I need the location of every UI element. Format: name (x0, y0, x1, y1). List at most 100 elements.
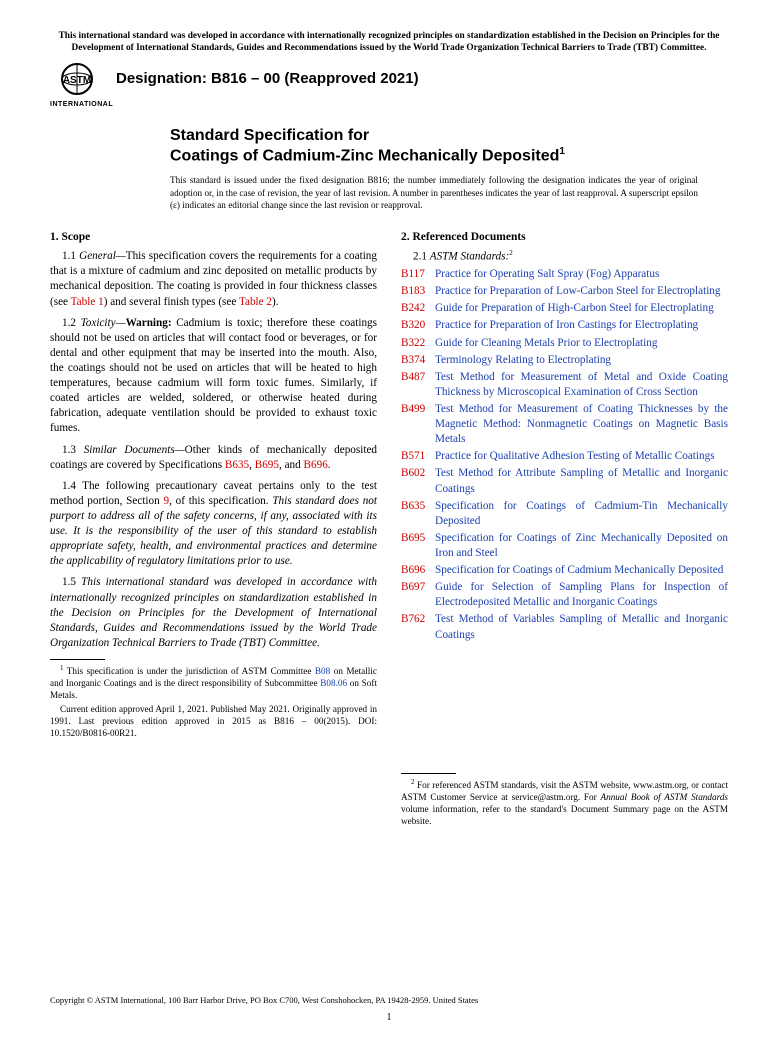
reference-code: B602 (401, 466, 435, 496)
para-1-4: 1.4 The following precautionary caveat p… (50, 479, 377, 570)
reference-code: B696 (401, 563, 435, 578)
p13-label: Similar Documents— (84, 444, 185, 456)
reference-title: Test Method for Measurement of Metal and… (435, 370, 728, 400)
reference-item[interactable]: B696Specification for Coatings of Cadmiu… (401, 563, 728, 578)
p11-b: ) and several finish types (see (104, 296, 239, 308)
reference-title: Test Method for Attribute Sampling of Me… (435, 466, 728, 496)
fn2-book: Annual Book of ASTM Standards (601, 792, 729, 802)
issuance-note: This standard is issued under the fixed … (170, 174, 728, 211)
fn1-p2: Current edition approved April 1, 2021. … (50, 704, 377, 740)
p11-c: ). (272, 296, 279, 308)
body-columns: 1. Scope 1.1 General—This specification … (50, 230, 728, 830)
reference-title: Terminology Relating to Electroplating (435, 353, 728, 368)
reference-code: B487 (401, 370, 435, 400)
table1-ref[interactable]: Table 1 (71, 296, 104, 308)
reference-code: B183 (401, 284, 435, 299)
p13-num: 1.3 (62, 444, 84, 456)
reference-item[interactable]: B695Specification for Coatings of Zinc M… (401, 531, 728, 561)
reference-item[interactable]: B499Test Method for Measurement of Coati… (401, 402, 728, 447)
reference-item[interactable]: B183Practice for Preparation of Low-Carb… (401, 284, 728, 299)
footnote-1: 1 This specification is under the jurisd… (50, 664, 377, 740)
scope-heading: 1. Scope (50, 230, 377, 246)
reference-code: B695 (401, 531, 435, 561)
para-2-1: 2.1 ASTM Standards:2 (401, 249, 728, 265)
footnote-rule-left (50, 659, 105, 660)
p21-num: 2.1 (413, 251, 430, 263)
right-column: 2. Referenced Documents 2.1 ASTM Standar… (401, 230, 728, 830)
reference-title: Guide for Cleaning Metals Prior to Elect… (435, 336, 728, 351)
fn1-a: This specification is under the jurisdic… (64, 666, 315, 676)
fn1-b0806[interactable]: B08.06 (320, 678, 347, 688)
reference-code: B571 (401, 449, 435, 464)
reference-title: Practice for Qualitative Adhesion Testin… (435, 449, 728, 464)
reference-title: Test Method of Variables Sampling of Met… (435, 612, 728, 642)
reference-item[interactable]: B602Test Method for Attribute Sampling o… (401, 466, 728, 496)
p12-label: Toxicity— (81, 317, 126, 329)
reference-title: Practice for Preparation of Low-Carbon S… (435, 284, 728, 299)
fn1-b08[interactable]: B08 (315, 666, 330, 676)
reference-title: Practice for Operating Salt Spray (Fog) … (435, 267, 728, 282)
left-column: 1. Scope 1.1 General—This specification … (50, 230, 377, 830)
logo-text: INTERNATIONAL (50, 101, 104, 108)
footnote-2: 2 For referenced ASTM standards, visit t… (401, 778, 728, 828)
reference-item[interactable]: B117Practice for Operating Salt Spray (F… (401, 267, 728, 282)
reference-code: B117 (401, 267, 435, 282)
table2-ref[interactable]: Table 2 (239, 296, 272, 308)
header-row: ASTM INTERNATIONAL Designation: B816 – 0… (50, 62, 728, 108)
page: This international standard was develope… (0, 0, 778, 1041)
reference-title: Test Method for Measurement of Coating T… (435, 402, 728, 447)
reference-item[interactable]: B762Test Method of Variables Sampling of… (401, 612, 728, 642)
reference-code: B697 (401, 580, 435, 610)
ref-b695[interactable]: B695 (255, 459, 279, 471)
para-1-2: 1.2 Toxicity—Warning: Cadmium is toxic; … (50, 316, 377, 437)
title-footnote-marker: 1 (559, 146, 565, 157)
title-block: Standard Specification for Coatings of C… (170, 126, 728, 166)
reference-code: B762 (401, 612, 435, 642)
reference-title: Practice for Preparation of Iron Casting… (435, 318, 728, 333)
designation: Designation: B816 – 00 (Reapproved 2021) (116, 70, 419, 87)
ref-b635[interactable]: B635 (225, 459, 249, 471)
title-kicker: Standard Specification for (170, 126, 728, 146)
p15-num: 1.5 (62, 576, 81, 588)
reference-code: B242 (401, 301, 435, 316)
references-list: B117Practice for Operating Salt Spray (F… (401, 267, 728, 643)
title-main: Coatings of Cadmium-Zinc Mechanically De… (170, 146, 728, 166)
reference-title: Guide for Preparation of High-Carbon Ste… (435, 301, 728, 316)
ref-b696[interactable]: B696 (304, 459, 328, 471)
para-1-3: 1.3 Similar Documents—Other kinds of mec… (50, 443, 377, 473)
reference-item[interactable]: B487Test Method for Measurement of Metal… (401, 370, 728, 400)
para-1-1: 1.1 General—This specification covers th… (50, 249, 377, 309)
reference-code: B374 (401, 353, 435, 368)
reference-item[interactable]: B635Specification for Coatings of Cadmiu… (401, 499, 728, 529)
reference-code: B322 (401, 336, 435, 351)
p14-b: , of this specification. (169, 495, 272, 507)
reference-title: Guide for Selection of Sampling Plans fo… (435, 580, 728, 610)
p21-sup: 2 (509, 249, 513, 257)
fn2-b: volume information, refer to the standar… (401, 804, 728, 826)
p15-text: This international standard was develope… (50, 576, 377, 648)
p14-num: 1.4 (62, 480, 82, 492)
p12-body: Cadmium is toxic; therefore these coatin… (50, 317, 377, 435)
refdocs-heading: 2. Referenced Documents (401, 230, 728, 246)
reference-item[interactable]: B697Guide for Selection of Sampling Plan… (401, 580, 728, 610)
p13-s2: , and (279, 459, 304, 471)
reference-item[interactable]: B242Guide for Preparation of High-Carbon… (401, 301, 728, 316)
p11-label: General— (79, 250, 126, 262)
reference-code: B320 (401, 318, 435, 333)
title-text: Coatings of Cadmium-Zinc Mechanically De… (170, 147, 559, 164)
p21-label: ASTM Standards: (430, 251, 509, 263)
reference-item[interactable]: B322Guide for Cleaning Metals Prior to E… (401, 336, 728, 351)
reference-title: Specification for Coatings of Cadmium Me… (435, 563, 728, 578)
reference-code: B635 (401, 499, 435, 529)
reference-item[interactable]: B571Practice for Qualitative Adhesion Te… (401, 449, 728, 464)
top-notice: This international standard was develope… (50, 30, 728, 54)
reference-code: B499 (401, 402, 435, 447)
p12-warning: Warning: (126, 317, 172, 329)
reference-item[interactable]: B374Terminology Relating to Electroplati… (401, 353, 728, 368)
reference-title: Specification for Coatings of Cadmium-Ti… (435, 499, 728, 529)
reference-item[interactable]: B320Practice for Preparation of Iron Cas… (401, 318, 728, 333)
p13-end: . (328, 459, 331, 471)
svg-text:ASTM: ASTM (63, 75, 91, 86)
p12-num: 1.2 (62, 317, 81, 329)
copyright-line: Copyright © ASTM International, 100 Barr… (50, 995, 478, 1005)
